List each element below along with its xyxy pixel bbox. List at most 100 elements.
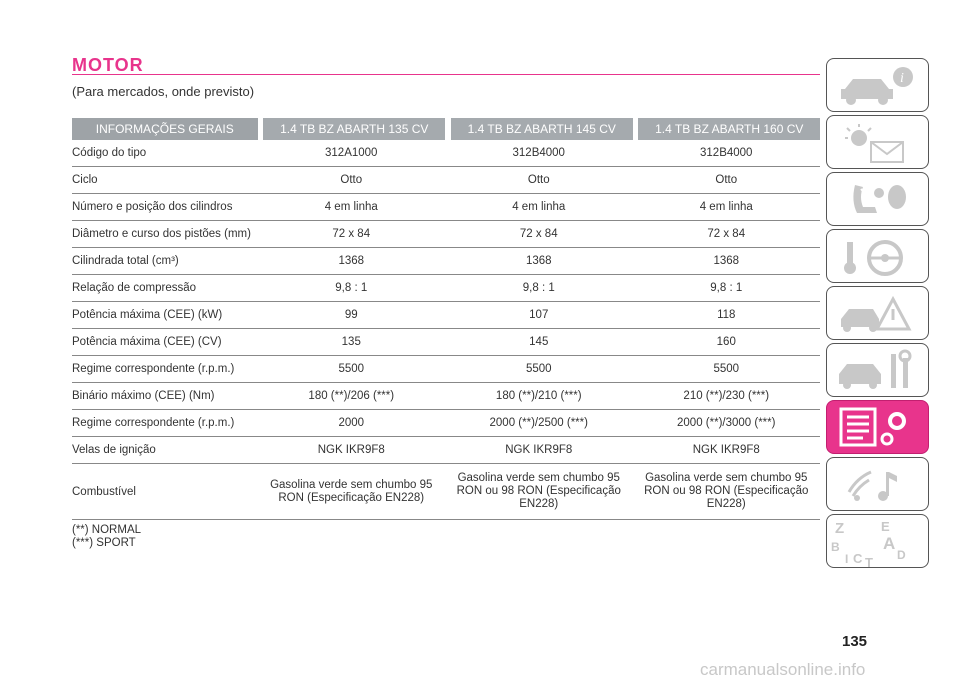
value-145cv: 107 [529,309,549,321]
value-145cv: Gasolina verde sem chumbo 95 RON ou 98 R… [456,472,621,510]
tab-emergency[interactable] [826,286,929,340]
value-145cv: 145 [529,336,549,348]
table-row: Ciclo Otto Otto Otto [72,167,820,194]
tab-technical-data[interactable] [826,400,929,454]
value-160cv: 5500 [713,363,740,375]
key-steering-wheel-icon [844,240,903,276]
svg-text:E: E [881,519,890,534]
table-row: Velas de ignição NGK IKR9F8 NGK IKR9F8 NGK … [72,437,820,464]
tab-car-info[interactable]: i [826,58,929,112]
table-row: Binário máximo (CEE) (Nm) 180 (**)/206 (*… [72,383,820,410]
row-label: Potência máxima (CEE) (kW) [72,309,223,321]
row-label: Combustível [72,485,136,498]
value-160cv: 210 (**)/230 (***) [683,390,770,402]
table-row: Relação de compressão 9,8 : 1 9,8 : 1 9,8 :… [72,275,820,302]
value-145cv: 1368 [525,255,552,267]
value-135cv: 4 em linha [324,201,378,213]
value-160cv: 72 x 84 [707,228,746,240]
value-145cv: 5500 [525,363,552,375]
header-general-info: INFORMAÇÕES GERAIS [72,118,258,140]
row-label: Código do tipo [72,147,147,159]
value-135cv: 9,8 : 1 [335,282,368,294]
row-label: Regime correspondente (r.p.m.) [72,417,235,429]
chapter-tabs: i [826,58,929,571]
header-145cv: 1.4 TB BZ ABARTH 145 CV [450,118,633,140]
table-row: Potência máxima (CEE) (CV) 135 145 160 [72,329,820,356]
tab-starting-driving[interactable] [826,229,929,283]
svg-text:Z: Z [835,520,844,537]
value-135cv: 5500 [338,363,365,375]
row-label: Número e posição dos cilindros [72,201,233,213]
value-135cv: Gasolina verde sem chumbo 95 RON (Especi… [270,478,433,504]
table-row: Regime correspondente (r.p.m.) 2000 2000 (… [72,410,820,437]
multimedia-icon [847,470,897,501]
technical-data-icon [839,407,906,447]
value-160cv: 4 em linha [699,201,753,213]
value-135cv: 99 [344,309,358,321]
table-header: INFORMAÇÕES GERAIS 1.4 TB BZ ABARTH 135 … [72,118,820,140]
table-row: Combustível Gasolina verde sem chumbo 95 … [72,464,820,520]
value-145cv: NGK IKR9F8 [505,444,573,456]
value-160cv: NGK IKR9F8 [692,444,760,456]
value-160cv: Gasolina verde sem chumbo 95 RON ou 98 R… [644,472,809,510]
value-135cv: 72 x 84 [332,228,371,240]
svg-text:C: C [853,551,863,566]
value-160cv: 9,8 : 1 [710,282,743,294]
table-row: Número e posição dos cilindros 4 em linha… [72,194,820,221]
row-label: Regime correspondente (r.p.m.) [72,363,235,375]
svg-text:i: i [900,71,904,86]
tab-warning-lights[interactable] [826,115,929,169]
svg-text:B: B [831,540,840,554]
value-145cv: 4 em linha [512,201,566,213]
header-160cv: 1.4 TB BZ ABARTH 160 CV [638,118,820,140]
value-160cv: 160 [716,336,736,348]
tab-safety[interactable] [826,172,929,226]
table-row: Código do tipo 312A1000 312B4000 312B4000 [72,140,820,167]
footnote-normal: (**) NORMAL [72,524,142,536]
value-135cv: 1368 [338,255,365,267]
row-label: Velas de ignição [72,444,156,456]
value-135cv: 2000 [338,417,365,429]
watermark: carmanualsonline.info [700,660,866,679]
value-160cv: 312B4000 [700,147,753,159]
seat-airbag-icon [853,185,906,213]
engine-specs-table: INFORMAÇÕES GERAIS 1.4 TB BZ ABARTH 135 … [72,118,820,520]
value-135cv: Otto [340,174,363,186]
value-135cv: 180 (**)/206 (***) [308,390,395,402]
value-145cv: 9,8 : 1 [522,282,555,294]
value-145cv: Otto [527,174,550,186]
table-row: Regime correspondente (r.p.m.) 5500 5500 55… [72,356,820,383]
header-135cv: 1.4 TB BZ ABARTH 135 CV [263,118,445,140]
tab-multimedia[interactable] [826,457,929,511]
value-160cv: 118 [717,309,736,321]
value-160cv: 2000 (**)/3000 (***) [677,417,776,429]
table-row: Diâmetro e curso dos pistões (mm) 72 x 84… [72,221,820,248]
footnotes: (**) NORMAL (***) SPORT [72,524,141,550]
value-145cv: 2000 (**)/2500 (***) [489,417,588,429]
page-number: 135 [842,633,868,650]
value-145cv: 312B4000 [512,147,565,159]
value-135cv: 135 [341,336,361,348]
value-135cv: 312A1000 [325,147,378,159]
value-145cv: 180 (**)/210 (***) [495,390,582,402]
tab-maintenance[interactable] [826,343,929,397]
svg-text:I: I [845,552,848,566]
car-emergency-icon [841,295,912,332]
value-160cv: Otto [715,174,738,186]
row-label: Diâmetro e curso dos pistões (mm) [72,228,251,240]
row-label: Binário máximo (CEE) (Nm) [72,390,215,402]
svg-text:T: T [865,555,873,567]
svg-text:A: A [883,534,895,553]
row-label: Cilindrada total (cm³) [72,255,179,267]
row-label: Relação de compressão [72,282,197,294]
title-divider [72,74,820,75]
car-maintenance-icon [839,349,912,389]
car-info-icon: i [841,67,913,105]
value-135cv: NGK IKR9F8 [317,444,385,456]
table-row: Cilindrada total (cm³) 1368 1368 1368 [72,248,820,275]
footnote-sport: (***) SPORT [72,537,136,549]
page-subtitle: (Para mercados, onde previsto) [72,84,255,99]
warning-light-message-icon [845,124,904,163]
